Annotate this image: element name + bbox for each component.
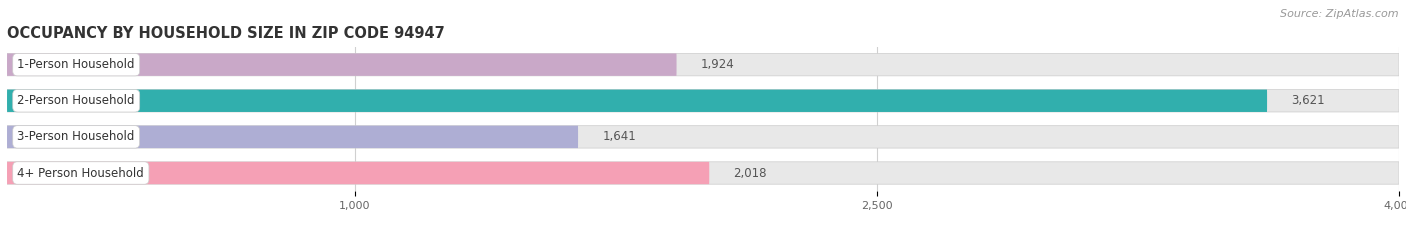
Text: 1,641: 1,641	[602, 130, 636, 143]
FancyBboxPatch shape	[7, 126, 1399, 148]
Text: 3-Person Household: 3-Person Household	[17, 130, 135, 143]
Text: 3,621: 3,621	[1292, 94, 1324, 107]
Text: 4+ Person Household: 4+ Person Household	[17, 167, 145, 179]
Text: Source: ZipAtlas.com: Source: ZipAtlas.com	[1281, 9, 1399, 19]
FancyBboxPatch shape	[7, 162, 709, 184]
Text: 2-Person Household: 2-Person Household	[17, 94, 135, 107]
FancyBboxPatch shape	[7, 53, 1399, 76]
Text: OCCUPANCY BY HOUSEHOLD SIZE IN ZIP CODE 94947: OCCUPANCY BY HOUSEHOLD SIZE IN ZIP CODE …	[7, 26, 444, 41]
FancyBboxPatch shape	[7, 89, 1399, 112]
FancyBboxPatch shape	[7, 89, 1267, 112]
FancyBboxPatch shape	[7, 126, 578, 148]
FancyBboxPatch shape	[7, 162, 1399, 184]
Text: 2,018: 2,018	[734, 167, 768, 179]
Text: 1,924: 1,924	[702, 58, 735, 71]
FancyBboxPatch shape	[7, 53, 676, 76]
Text: 1-Person Household: 1-Person Household	[17, 58, 135, 71]
